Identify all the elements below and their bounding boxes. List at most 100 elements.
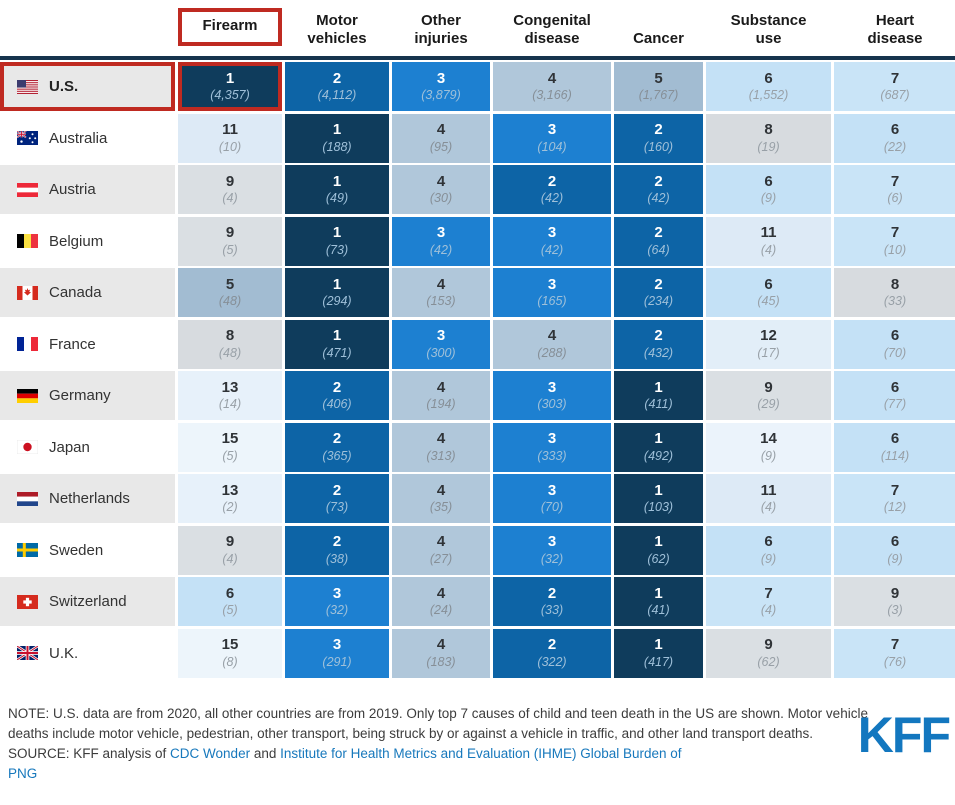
death-count: (5) (222, 603, 238, 618)
rank-value: 3 (332, 636, 342, 654)
death-count: (4) (760, 603, 777, 618)
column-header-congenital-disease: Congenital disease (493, 12, 611, 57)
rank-cell: 3 (291) (285, 628, 389, 678)
death-count: (77) (883, 397, 907, 412)
rank-value: 1 (654, 378, 663, 396)
death-count: (35) (429, 500, 453, 515)
rank-value: 3 (547, 378, 557, 396)
rank-cell: 2 (160) (614, 113, 703, 163)
rank-value: 6 (890, 378, 900, 396)
rank-value: 1 (654, 636, 663, 654)
rank-value: 4 (436, 481, 446, 499)
rank-cell: 4 (183) (392, 628, 490, 678)
death-count: (4,112) (317, 88, 357, 103)
rank-cell: 3 (303) (493, 371, 611, 420)
cdc-wonder-link[interactable]: CDC Wonder (170, 745, 251, 761)
death-count: (38) (325, 551, 349, 566)
rank-value: 6 (890, 121, 900, 139)
rank-cell: 1 (4,357) (178, 62, 282, 111)
rank-cell: 2 (64) (614, 216, 703, 266)
country-name: U.K. (49, 644, 79, 662)
country-name: Switzerland (49, 593, 127, 610)
death-count: (10) (883, 242, 907, 257)
rank-cell: 2 (234) (614, 268, 703, 317)
source-prefix: SOURCE: KFF analysis of (8, 745, 171, 761)
rank-cell: 3 (3,879) (392, 62, 490, 111)
rank-cell: 13 (2) (178, 474, 282, 523)
rank-value: 6 (764, 69, 773, 87)
death-count: (19) (757, 139, 780, 154)
flag-canada-icon (17, 285, 38, 300)
death-count: (42) (429, 242, 453, 257)
rank-cell: 12 (17) (706, 319, 831, 369)
rank-value: 4 (436, 378, 446, 396)
rank-cell: 5 (1,767) (614, 62, 703, 111)
death-count: (27) (429, 551, 453, 566)
rank-cell: 3 (42) (392, 216, 490, 266)
png-download-link[interactable]: PNG (8, 765, 38, 781)
rank-cell: 4 (313) (392, 422, 490, 472)
rank-cell: 3 (300) (392, 319, 490, 369)
rank-cell: 1 (49) (285, 165, 389, 214)
death-count: (32) (540, 551, 564, 566)
rank-cell: 8 (33) (834, 268, 955, 317)
column-header-label: Firearm (202, 17, 258, 35)
rank-cell: 9 (4) (178, 525, 282, 575)
rank-value: 2 (654, 224, 663, 242)
death-count: (41) (647, 603, 670, 618)
rank-value: 9 (225, 224, 235, 242)
country-name: U.S. (49, 78, 79, 95)
rank-cell: 3 (165) (493, 268, 611, 317)
rank-cell: 4 (27) (392, 525, 490, 575)
rank-value: 6 (764, 533, 773, 551)
death-count: (234) (643, 294, 674, 309)
rank-value: 3 (547, 481, 557, 499)
rank-value: 1 (332, 172, 342, 190)
rank-value: 6 (225, 584, 235, 602)
death-count: (33) (540, 603, 564, 618)
country-row-label-belgium: Belgium (0, 216, 175, 266)
rank-value: 7 (764, 584, 773, 602)
death-count: (48) (218, 294, 242, 309)
rank-cell: 6 (77) (834, 371, 955, 420)
column-header-label: Cancer (633, 30, 684, 48)
ihme-link[interactable]: Institute for Health Metrics and Evaluat… (280, 745, 682, 761)
rank-cell: 14 (9) (706, 422, 831, 472)
rank-value: 2 (332, 69, 342, 87)
column-header-other-injuries: Other injuries (392, 12, 490, 57)
rank-cell: 6 (1,552) (706, 62, 831, 111)
death-count: (70) (883, 345, 907, 360)
flag-australia-icon (17, 131, 38, 145)
table-header-row: Firearm Motor vehicles Other injuries Conge… (0, 0, 955, 60)
column-header-substance-use: Substance use (706, 12, 831, 57)
rank-cell: 2 (38) (285, 525, 389, 575)
death-count: (406) (322, 397, 352, 412)
death-count: (313) (426, 448, 456, 463)
death-count: (5) (222, 448, 238, 463)
rank-cell: 1 (417) (614, 628, 703, 678)
death-count: (5) (222, 242, 238, 257)
column-header-cancer: Cancer (614, 30, 703, 56)
death-count: (492) (643, 448, 674, 463)
footnote-block: NOTE: U.S. data are from 2020, all other… (0, 704, 912, 784)
death-count: (14) (218, 397, 242, 412)
rank-value: 3 (332, 584, 342, 602)
death-count: (3,166) (532, 88, 572, 103)
rank-cell: 6 (114) (834, 422, 955, 472)
rank-value: 2 (332, 378, 342, 396)
rank-cell: 4 (30) (392, 165, 490, 214)
death-count: (687) (880, 88, 910, 103)
rank-value: 8 (890, 275, 900, 293)
country-row-label-sweden: Sweden (0, 525, 175, 575)
rank-value: 4 (436, 172, 446, 190)
rank-cell: 11 (10) (178, 113, 282, 163)
rank-value: 7 (890, 69, 900, 87)
rank-value: 6 (890, 430, 900, 448)
rank-value: 1 (225, 69, 235, 87)
rank-value: 2 (654, 275, 663, 293)
rank-value: 6 (764, 172, 773, 190)
rank-cell: 2 (432) (614, 319, 703, 369)
flag-sweden-icon (17, 543, 38, 557)
rank-value: 15 (221, 636, 239, 654)
rank-value: 1 (654, 533, 663, 551)
